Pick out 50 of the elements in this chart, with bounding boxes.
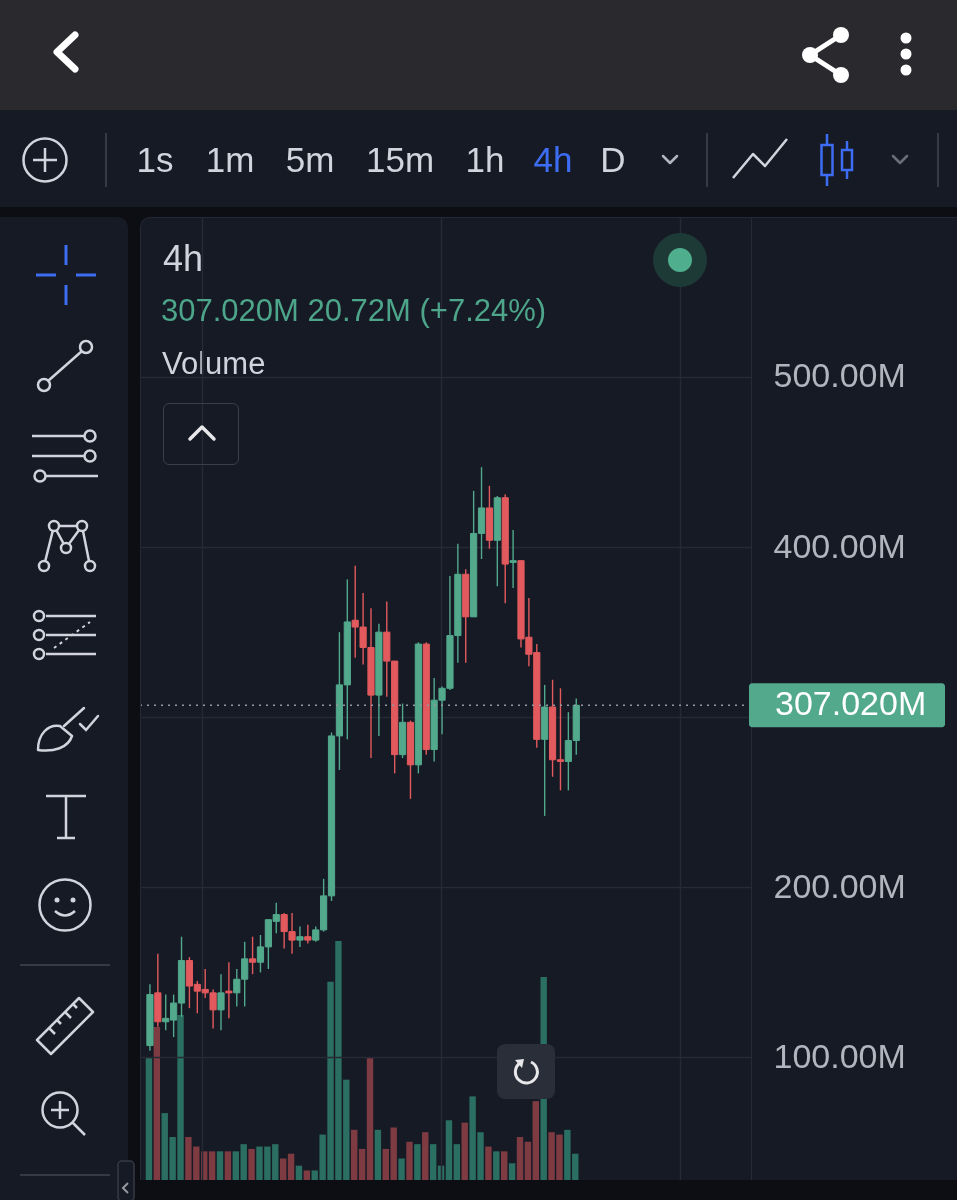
y-tick-label: 400.00M bbox=[773, 526, 906, 565]
candlestick bbox=[248, 936, 257, 975]
text: 4h bbox=[163, 238, 204, 279]
bar bbox=[374, 1129, 382, 1180]
bar bbox=[485, 1146, 492, 1180]
bar bbox=[351, 1129, 358, 1180]
candlestick bbox=[509, 529, 517, 589]
bar bbox=[508, 1163, 516, 1180]
bar bbox=[516, 1136, 524, 1180]
bar bbox=[524, 1141, 532, 1180]
bar bbox=[248, 1148, 255, 1180]
bar bbox=[287, 1153, 295, 1180]
bar bbox=[422, 1132, 429, 1180]
text: D bbox=[600, 140, 626, 180]
text: 1s bbox=[136, 140, 174, 180]
y-tick-label: 500.00M bbox=[773, 356, 906, 395]
candlestick bbox=[296, 925, 304, 948]
text: 307.020M 20.72M (+7.24%) bbox=[161, 293, 547, 328]
candlestick bbox=[304, 924, 312, 945]
bar bbox=[453, 1144, 461, 1180]
text: 1h bbox=[465, 140, 505, 180]
bar bbox=[153, 1027, 161, 1180]
text: 5m bbox=[285, 140, 335, 180]
bar bbox=[493, 1151, 500, 1180]
bar bbox=[295, 1165, 303, 1180]
bar bbox=[216, 1151, 224, 1180]
bar bbox=[366, 1058, 374, 1180]
bar bbox=[398, 1158, 405, 1180]
bar bbox=[445, 1120, 453, 1180]
bar bbox=[461, 1122, 468, 1180]
candlestick bbox=[217, 973, 225, 1031]
bar bbox=[224, 1151, 232, 1180]
text: 4h bbox=[533, 140, 573, 180]
bar bbox=[145, 1058, 153, 1180]
bar bbox=[358, 1148, 366, 1180]
bar bbox=[429, 1144, 437, 1180]
y-tick-label: 100.00M bbox=[773, 1037, 906, 1075]
bar bbox=[279, 1158, 287, 1180]
bar bbox=[501, 1151, 508, 1180]
candlestick bbox=[225, 961, 233, 1020]
bar bbox=[406, 1141, 413, 1180]
bar bbox=[414, 1144, 421, 1180]
chart-title: Volume bbox=[162, 346, 266, 381]
ref-line-label: 307.020M bbox=[775, 684, 927, 723]
y-tick-label: 200.00M bbox=[773, 866, 906, 905]
bar bbox=[208, 1151, 216, 1180]
bar bbox=[303, 1170, 311, 1180]
text: 15m bbox=[365, 140, 435, 180]
text: 1m bbox=[205, 140, 255, 180]
bar bbox=[532, 1101, 539, 1180]
